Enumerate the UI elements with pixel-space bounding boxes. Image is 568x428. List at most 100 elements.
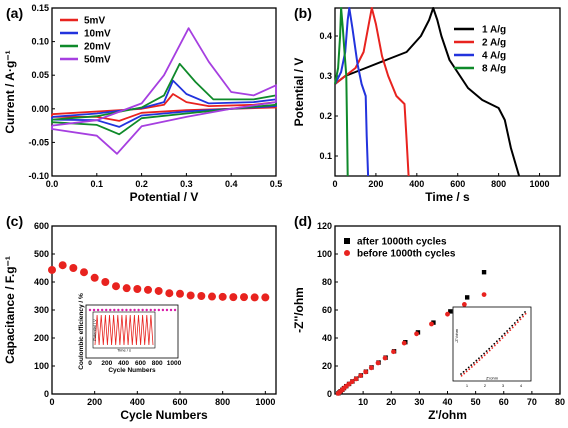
inset-x-tick-label: 2 (484, 383, 487, 388)
legend-marker (344, 238, 350, 244)
capacitance-point (122, 284, 131, 293)
panel-d: 10 20 30 40 50 60 70 80 0 20 40 60 80 100 120 Z'/ohm -Z'… (292, 213, 565, 422)
y-tick-label: 120 (317, 221, 332, 231)
inset-point (514, 323, 517, 326)
x-tick-label: 400 (409, 179, 424, 189)
nyquist-point (349, 379, 355, 385)
efficiency-point (145, 308, 148, 312)
capacitance-point (176, 289, 184, 298)
inset-y-label: -Z''/ohm (454, 328, 459, 343)
inset-y-label: Coulombic efficiency / % (78, 293, 85, 370)
inset-point (521, 313, 524, 316)
y-tick-label: 500 (34, 249, 49, 259)
x-tick-label: 50 (471, 397, 481, 407)
capacitance-point (197, 292, 206, 300)
inset-x-tick-label: 3 (502, 383, 505, 388)
legend-entry: 2 A/g (482, 38, 506, 49)
x-tick-label: 600 (172, 397, 187, 407)
y-axis-label: Current / A·g⁻¹ (3, 50, 17, 133)
inset-point (511, 324, 514, 327)
inset-point (470, 366, 473, 368)
y-axis-label: Potential / V (292, 58, 306, 127)
y-tick-label: 0.4 (319, 31, 332, 41)
capacitance-point (80, 268, 88, 277)
efficiency-point (109, 308, 112, 312)
efficiency-point (117, 308, 120, 312)
inset-x-tick-label: 1000 (167, 360, 182, 367)
nyquist-point (368, 365, 374, 371)
legend-entry: before 1000th cycles (357, 249, 456, 260)
inset-point (476, 361, 478, 364)
y-tick-label: 100 (317, 249, 332, 259)
inset-point (524, 312, 527, 315)
efficiency-point (129, 308, 132, 312)
nyquist-point (429, 321, 434, 327)
x-tick-label: 0.4 (225, 179, 238, 189)
x-tick-label: 400 (130, 397, 145, 407)
x-tick-label: 1000 (530, 179, 550, 189)
y-tick-label: 400 (34, 277, 49, 287)
inset-x-tick-label: 1 (466, 383, 469, 388)
inset-point (468, 368, 471, 371)
capacitance-point (229, 293, 238, 302)
x-tick-label: 800 (215, 397, 230, 407)
legend-entry: 4 A/g (482, 51, 506, 62)
capacitance-point (112, 282, 120, 291)
efficiency-point (141, 308, 144, 312)
y-axis-label: -Z''/ohm (292, 287, 306, 333)
nyquist-point (363, 369, 369, 375)
efficiency-point (169, 308, 173, 312)
capacitance-point (208, 292, 216, 301)
x-tick-label: 800 (491, 179, 506, 189)
inset-point (478, 359, 481, 361)
inset-point (473, 363, 476, 366)
panel-label: (c) (6, 213, 23, 229)
gcd-curve (334, 7, 370, 177)
inset-point (503, 332, 506, 335)
inset-point (475, 359, 478, 362)
inset-point (522, 315, 524, 318)
inner-y-label: Potential / V (92, 319, 97, 341)
y-tick-label: -0.05 (28, 137, 49, 147)
inset-point (493, 342, 496, 345)
nyquist-point (461, 302, 467, 307)
x-tick-label: 200 (87, 397, 102, 407)
efficiency-point (105, 308, 108, 312)
inset-frame (452, 306, 532, 382)
inset-point (483, 352, 485, 355)
inset-point (504, 334, 507, 337)
inset-x-tick-label: 400 (118, 360, 129, 367)
cycling-curve (94, 314, 154, 346)
y-tick-label: 0.15 (31, 3, 49, 13)
efficiency-point (125, 308, 128, 312)
panel-b: 0 200 400 600 800 1000 0.1 0.2 0.3 0.4 Time / s Pot… (292, 5, 561, 204)
legend-entry: 5mV (84, 16, 105, 27)
x-tick-label: 60 (499, 397, 509, 407)
gcd-curve (334, 7, 410, 177)
inset-point (460, 373, 462, 375)
x-tick-label: 0.1 (91, 179, 104, 189)
nyquist-point (464, 295, 470, 300)
y-tick-label: 60 (322, 305, 332, 315)
gcd-curve (334, 7, 349, 177)
x-axis-label: Cycle Numbers (120, 408, 208, 422)
nyquist-point (481, 292, 487, 297)
panel-c: 0 200 400 600 800 10000100200300400500600Cycl… (3, 213, 277, 422)
inset-x-tick-label: 0 (88, 360, 92, 367)
capacitance-point (250, 293, 259, 302)
x-tick-label: 30 (414, 397, 424, 407)
y-tick-label: 0.10 (31, 37, 49, 47)
y-tick-label: 0.00 (31, 104, 49, 114)
y-tick-label: 300 (34, 305, 49, 315)
efficiency-point (113, 308, 116, 312)
x-tick-label: 0.0 (46, 179, 59, 189)
inset-point (472, 361, 475, 364)
inset-point (516, 319, 519, 322)
panel-label: (d) (294, 213, 312, 229)
panel-a: 0.0 0.1 0.2 0.3 0.4 0.5 -0.10 -0.05 0.00 0.05 0.10… (3, 3, 282, 204)
y-tick-label: 0 (44, 389, 49, 399)
inset-x-label: Z'/ohm (486, 376, 499, 381)
efficiency-point (88, 308, 92, 312)
inset-point (524, 311, 526, 313)
nyquist-point (375, 360, 381, 366)
